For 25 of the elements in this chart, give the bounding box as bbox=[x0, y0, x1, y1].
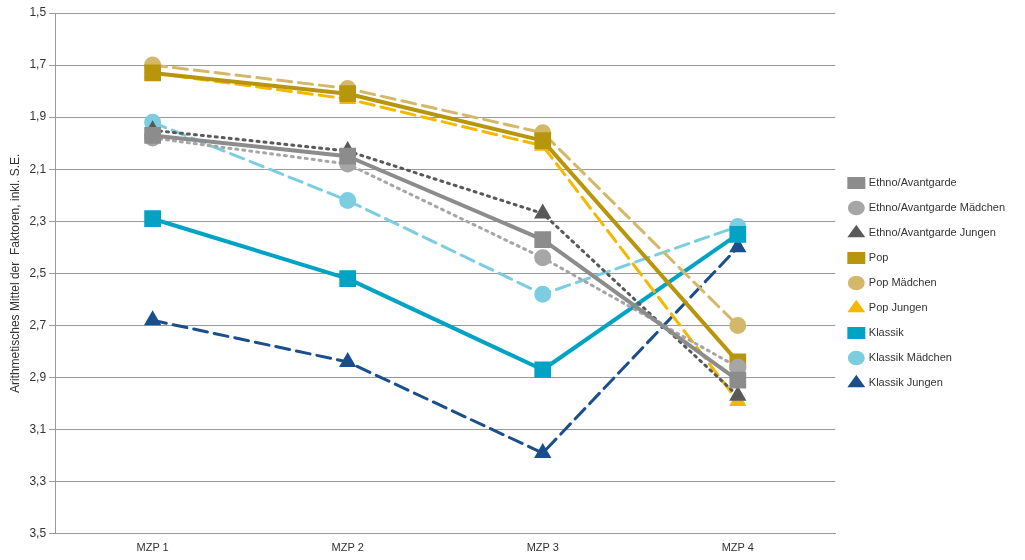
legend-label: Pop Jungen bbox=[868, 301, 928, 314]
y-tick-label: 2,3 bbox=[29, 213, 47, 228]
y-tick-label: 1,9 bbox=[29, 109, 47, 124]
y-tick-label: 3,1 bbox=[29, 421, 47, 436]
y-tick-label: 2,7 bbox=[29, 317, 47, 332]
legend-label: Ethno/Avantgarde Mädchen bbox=[868, 201, 1006, 214]
y-tick-label: 3,3 bbox=[29, 474, 47, 489]
legend-label: Ethno/Avantgarde bbox=[868, 176, 957, 189]
y-axis-title: Arithmetisches Mittel der Faktoren, inkl. S.E. bbox=[7, 153, 22, 394]
x-tick-label: MZP 2 bbox=[331, 541, 364, 554]
legend-label: Ethno/Avantgarde Jungen bbox=[868, 226, 996, 239]
x-tick-label: MZP 3 bbox=[526, 541, 559, 554]
x-tick-label: MZP 4 bbox=[721, 541, 754, 554]
legend-label: Klassik bbox=[868, 326, 905, 339]
y-tick-label: 2,5 bbox=[29, 265, 47, 280]
legend-label: Pop bbox=[868, 251, 889, 264]
legend-label: Pop Mädchen bbox=[868, 276, 937, 289]
x-tick-label: MZP 1 bbox=[136, 541, 169, 554]
y-tick-label: 1,7 bbox=[29, 57, 47, 72]
y-tick-label: 2,1 bbox=[29, 161, 47, 176]
legend-label: Klassik Mädchen bbox=[868, 351, 952, 364]
y-tick-label: 2,9 bbox=[29, 369, 47, 384]
y-tick-label: 3,5 bbox=[29, 526, 47, 541]
y-tick-label: 1,5 bbox=[29, 5, 47, 20]
legend-label: Klassik Jungen bbox=[868, 376, 943, 389]
